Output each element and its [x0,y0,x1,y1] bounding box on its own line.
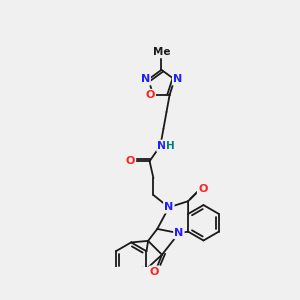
Text: O: O [150,267,159,277]
Text: O: O [198,184,207,194]
Text: N: N [164,202,173,212]
Text: O: O [126,156,135,166]
Text: N: N [157,141,167,151]
Text: N: N [174,228,184,238]
Text: O: O [146,90,155,100]
Text: N: N [141,74,150,85]
Text: H: H [166,141,175,151]
Text: N: N [173,74,182,85]
Text: Me: Me [153,47,170,57]
